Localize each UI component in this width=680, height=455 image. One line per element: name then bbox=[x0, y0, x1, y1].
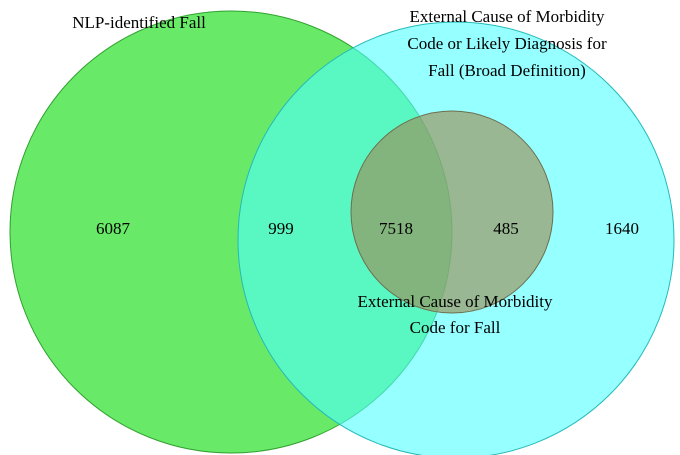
count-all-three: 7518 bbox=[379, 219, 413, 238]
count-nlp-only: 6087 bbox=[96, 219, 131, 238]
broad-definition-label-line2: Code or Likely Diagnosis for bbox=[407, 34, 607, 53]
morbidity-code-label-line2: Code for Fall bbox=[410, 318, 501, 337]
nlp-fall-label: NLP-identified Fall bbox=[72, 13, 206, 32]
broad-definition-label-line1: External Cause of Morbidity bbox=[410, 7, 605, 26]
count-code-broad-overlap: 485 bbox=[493, 219, 519, 238]
count-nlp-broad-overlap: 999 bbox=[268, 219, 294, 238]
count-broad-only: 1640 bbox=[605, 219, 639, 238]
morbidity-code-circle bbox=[350, 110, 554, 314]
morbidity-code-label-line1: External Cause of Morbidity bbox=[358, 292, 553, 311]
broad-definition-label-line3: Fall (Broad Definition) bbox=[428, 61, 586, 80]
